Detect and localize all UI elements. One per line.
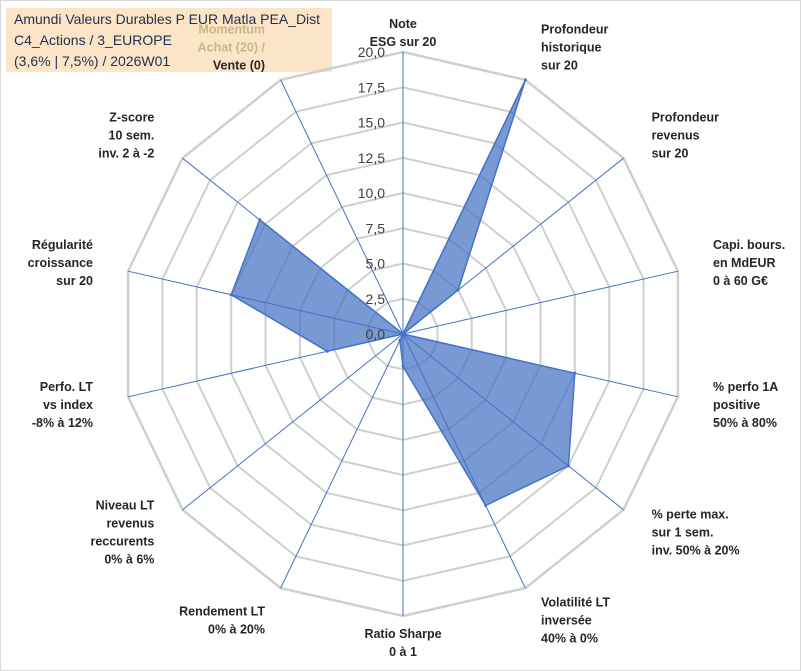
axis-spoke-9 (182, 333, 404, 511)
tick-label-4: 10,0 (358, 185, 385, 201)
axis-label-12-line-0: Z-score (109, 111, 154, 125)
axis-label-4-line-2: 50% à 80% (713, 416, 777, 430)
axis-label-6-line-2: 40% à 0% (541, 632, 598, 646)
axis-label-11: Régularité croissance sur 20 (28, 238, 93, 288)
axis-label-11-line-2: sur 20 (56, 274, 93, 288)
radial-tick-labels: 0,0 2,5 5,0 7,5 10,0 12,5 15,0 17,5 20,0 (358, 44, 385, 342)
axis-spoke-13 (280, 79, 404, 335)
data-point-12 (258, 218, 262, 222)
data-point-6 (484, 504, 488, 507)
axis-label-9: Niveau LT revenus reccurents 0% à 6% (90, 498, 154, 566)
data-point-4 (573, 371, 577, 375)
axis-label-2-line-1: revenus (652, 129, 700, 143)
axis-label-13-line-1: Achat (20) / (198, 41, 266, 55)
axis-label-13-line-2: Vente (0) (213, 59, 265, 73)
axis-label-6: Volatilité LT inversée 40% à 0% (541, 596, 610, 646)
tick-label-7: 17,5 (358, 79, 385, 95)
axis-label-9-line-0: Niveau LT (96, 498, 155, 512)
chart-title-line-1: Amundi Valeurs Durables P EUR Matla PEA_… (14, 11, 321, 27)
axis-label-10: Perfo. LT vs index -8% à 12% (32, 380, 94, 430)
axis-label-4: % perfo 1A positive 50% à 80% (713, 380, 778, 430)
axis-label-9-line-2: reccurents (90, 534, 154, 548)
chart-title-line-3: (3,6% | 7,5%) / 2026W01 (14, 53, 171, 69)
axis-label-8-line-0: Rendement LT (179, 605, 265, 619)
axis-label-5-line-2: inv. 50% à 20% (652, 543, 740, 557)
axis-label-7-line-1: 0 à 1 (389, 645, 417, 659)
chart-title: Amundi Valeurs Durables P EUR Matla PEA_… (6, 8, 332, 72)
chart-title-line-2: C4_Actions / 3_EUROPE (14, 32, 172, 48)
axis-label-8: Rendement LT 0% à 20% (179, 605, 265, 637)
tick-label-1: 2,5 (366, 291, 386, 307)
axis-label-10-line-0: Perfo. LT (40, 380, 94, 394)
data-point-13 (401, 332, 405, 336)
tick-label-3: 7,5 (366, 220, 386, 236)
axis-label-9-line-3: 0% à 6% (104, 552, 154, 566)
axis-label-3: Capi. bours. en MdEUR 0 à 60 G€ (713, 238, 785, 288)
axis-label-3-line-1: en MdEUR (713, 256, 776, 270)
axis-spoke-8 (280, 333, 404, 589)
axis-label-7-line-0: Ratio Sharpe (364, 627, 441, 641)
tick-label-5: 12,5 (358, 150, 385, 166)
data-point-2 (456, 288, 460, 292)
data-point-10 (325, 349, 329, 353)
axis-label-12-line-2: inv. 2 à -2 (98, 147, 154, 161)
axis-label-10-line-1: vs index (43, 398, 93, 412)
data-point-8 (398, 338, 402, 342)
axis-label-11-line-1: croissance (28, 256, 93, 270)
axis-label-9-line-1: revenus (106, 516, 154, 530)
data-point-7 (401, 364, 405, 368)
axis-label-0-line-0: Note (389, 17, 417, 31)
axis-label-12: Z-score 10 sem. inv. 2 à -2 (98, 111, 154, 161)
axis-label-5-line-0: % perte max. (652, 507, 729, 521)
axis-label-12-line-1: 10 sem. (109, 129, 155, 143)
axis-label-3-line-0: Capi. bours. (713, 238, 785, 252)
data-point-1 (523, 78, 527, 82)
axis-label-5-line-1: sur 1 sem. (652, 525, 714, 539)
data-point-5 (566, 464, 570, 468)
axis-label-13: Momentum Achat (20) / Vente (0) (198, 23, 266, 73)
axis-label-3-line-2: 0 à 60 G€ (713, 274, 768, 288)
axis-label-5: % perte max. sur 1 sem. inv. 50% à 20% (652, 507, 740, 557)
tick-label-8: 20,0 (358, 44, 385, 60)
axis-label-2-line-0: Profondeur (652, 111, 719, 125)
axis-label-8-line-1: 0% à 20% (208, 623, 265, 637)
axis-label-7: Ratio Sharpe 0 à 1 (364, 627, 441, 659)
axis-label-1-line-2: sur 20 (541, 59, 578, 73)
tick-label-6: 15,0 (358, 115, 385, 131)
axis-label-4-line-0: % perfo 1A (713, 380, 778, 394)
axis-label-6-line-1: inversée (541, 614, 592, 628)
axis-label-2-line-2: sur 20 (652, 147, 689, 161)
axis-label-0-line-1: ESG sur 20 (370, 35, 437, 49)
tick-label-2: 5,0 (366, 256, 386, 272)
axis-label-1: Profondeur historique sur 20 (541, 23, 608, 73)
axis-label-13-line-0: Momentum (198, 23, 265, 37)
axis-label-6-line-0: Volatilité LT (541, 596, 610, 610)
axis-label-1-line-0: Profondeur (541, 23, 608, 37)
axis-label-0: Note ESG sur 20 (370, 17, 437, 49)
axis-labels: Note ESG sur 20 Profondeur historique sur 20… (28, 17, 786, 659)
axis-label-1-line-1: historique (541, 41, 601, 55)
series-area-0 (230, 79, 576, 507)
axis-label-2: Profondeur revenus sur 20 (652, 111, 719, 161)
series (229, 78, 577, 507)
axis-label-11-line-0: Régularité (32, 238, 93, 252)
axis-label-10-line-2: -8% à 12% (32, 416, 93, 430)
axis-spoke-3 (402, 270, 679, 335)
data-point-11 (229, 293, 233, 297)
tick-label-0: 0,0 (366, 326, 386, 342)
axis-label-4-line-1: positive (713, 398, 760, 412)
